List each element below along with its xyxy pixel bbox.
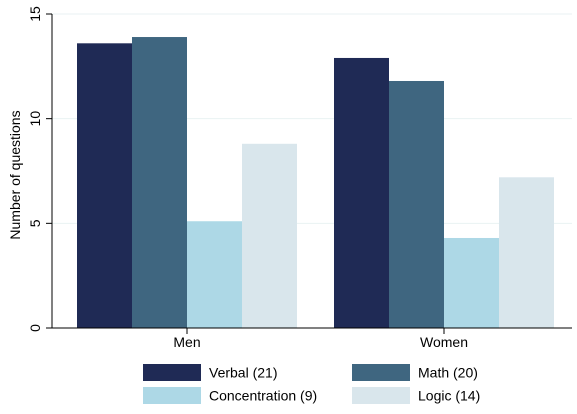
bar-men-3: [187, 221, 242, 328]
legend: Verbal (21) Math (20) Concentration (9) Log…: [143, 364, 480, 404]
y-ticks: 0 5 10 15: [27, 6, 52, 332]
x-tick-label: Women: [420, 334, 468, 350]
x-ticks: Men Women: [173, 328, 468, 350]
y-tick-label: 15: [27, 6, 43, 22]
y-tick-label: 0: [27, 324, 43, 332]
x-tick-label: Men: [173, 334, 200, 350]
y-tick-label: 5: [27, 219, 43, 227]
bars: [77, 37, 554, 329]
legend-label: Concentration (9): [209, 388, 317, 404]
y-tick-label: 10: [27, 111, 43, 127]
bar-women-2: [389, 80, 444, 328]
legend-swatch: [143, 387, 201, 404]
legend-swatch: [352, 364, 410, 381]
bar-men-2: [132, 37, 187, 328]
legend-label: Math (20): [418, 365, 478, 381]
legend-swatch: [352, 387, 410, 404]
legend-label: Verbal (21): [209, 365, 277, 381]
bar-women-4: [499, 177, 554, 328]
bar-women-3: [444, 237, 499, 328]
bar-men-1: [77, 43, 132, 328]
bar-women-1: [334, 57, 389, 329]
y-axis-label: Number of questions: [7, 110, 23, 239]
legend-swatch: [143, 364, 201, 381]
bar-men-4: [242, 143, 297, 328]
legend-label: Logic (14): [418, 388, 480, 404]
